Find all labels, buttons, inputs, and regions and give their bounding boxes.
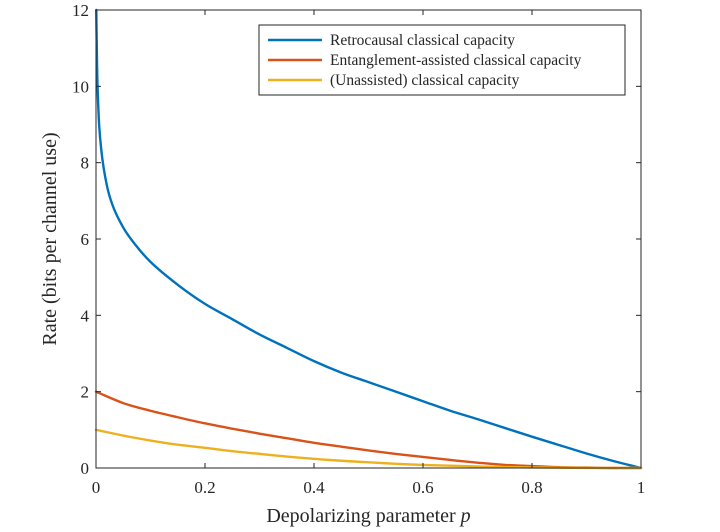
y-tick-label: 2: [81, 383, 90, 402]
legend-label-1: Retrocausal classical capacity: [330, 32, 515, 49]
x-tick-label: 1: [637, 478, 646, 497]
y-axis-label: Rate (bits per channel use): [39, 132, 61, 345]
x-axis-label-variable: p: [459, 505, 471, 527]
plot-background: [96, 10, 641, 468]
x-axis: 0 0.2 0.4 0.6 0.8 1: [92, 10, 646, 497]
x-tick-label: 0.2: [194, 478, 215, 497]
series-line-1: [95, 8, 643, 470]
y-tick-label: 12: [72, 1, 89, 20]
legend-box: [258, 24, 626, 96]
legend-label-2: Entanglement-assisted classical capacity: [330, 52, 582, 69]
legend-label-3: (Unassisted) classical capacity: [330, 72, 520, 89]
x-tick-label: 0: [92, 478, 101, 497]
x-tick-label: 0.8: [521, 478, 542, 497]
y-axis: 0 2 4 6 8 10 12: [72, 1, 641, 478]
y-tick-label: 0: [81, 459, 90, 478]
legend: Retrocausal classical capacity Entangleme…: [258, 24, 626, 96]
y-tick-label: 4: [81, 306, 90, 325]
y-tick-label: 10: [72, 77, 89, 96]
y-tick-label: 8: [81, 154, 90, 173]
x-axis-label: Depolarizing parameter p: [266, 505, 470, 527]
x-tick-label: 0.4: [303, 478, 325, 497]
y-tick-label: 6: [81, 230, 90, 249]
x-tick-label: 0.6: [412, 478, 433, 497]
